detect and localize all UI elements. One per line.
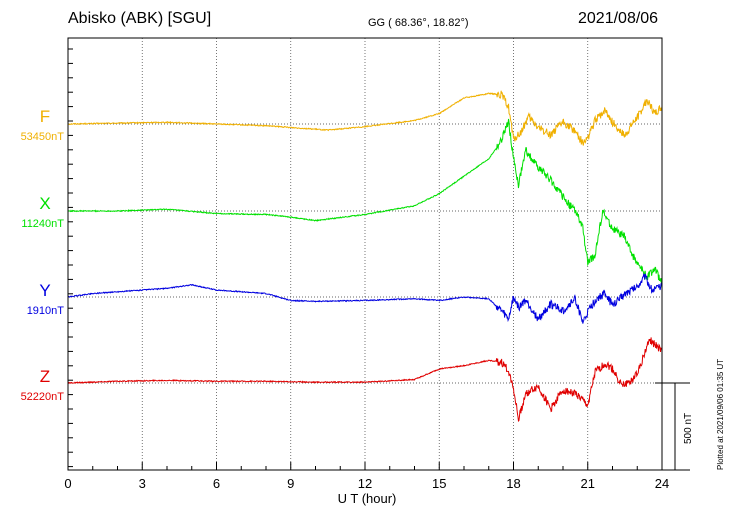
x-tick-label: 12 (358, 476, 372, 491)
channel-baseline-y: 1910nT (26, 305, 64, 317)
channel-baseline-f: 53450nT (20, 131, 64, 143)
grid-layer (68, 38, 662, 470)
channel-label-z: Z (39, 367, 51, 386)
x-tick-label: 24 (655, 476, 669, 491)
station-coordinates: GG ( 68.36°, 18.82°) (368, 17, 469, 29)
series-line-x (67, 118, 663, 289)
x-tick-label: 18 (506, 476, 520, 491)
plotted-at-note: Plotted at 2021/09/06 01:35 UT (716, 358, 725, 470)
scale-bar (655, 382, 690, 471)
channel-label-y: Y (39, 281, 51, 300)
plot-date: 2021/08/06 (578, 10, 659, 27)
series-line-y (67, 273, 663, 324)
series-layer (67, 90, 663, 422)
channel-baseline-x: 11240nT (21, 218, 64, 230)
channel-baseline-z: 52220nT (20, 391, 64, 403)
series-line-z (67, 337, 663, 422)
x-axis-label: U T (hour) (338, 491, 397, 506)
station-title: Abisko (ABK) [SGU] (68, 10, 212, 27)
x-tick-label: 21 (581, 476, 595, 491)
x-tick-label: 0 (64, 476, 71, 491)
x-tick-label: 6 (213, 476, 220, 491)
x-tick-label: 3 (139, 476, 146, 491)
channel-label-x: X (39, 194, 51, 213)
channel-label-f: F (39, 107, 51, 126)
x-tick-label: 15 (432, 476, 446, 491)
scale-bar-label: 500 nT (683, 412, 694, 444)
tick-layer: 0 3 6 9 12 15 18 21 24 (64, 48, 669, 491)
series-line-f (67, 90, 663, 146)
x-tick-label: 9 (287, 476, 294, 491)
